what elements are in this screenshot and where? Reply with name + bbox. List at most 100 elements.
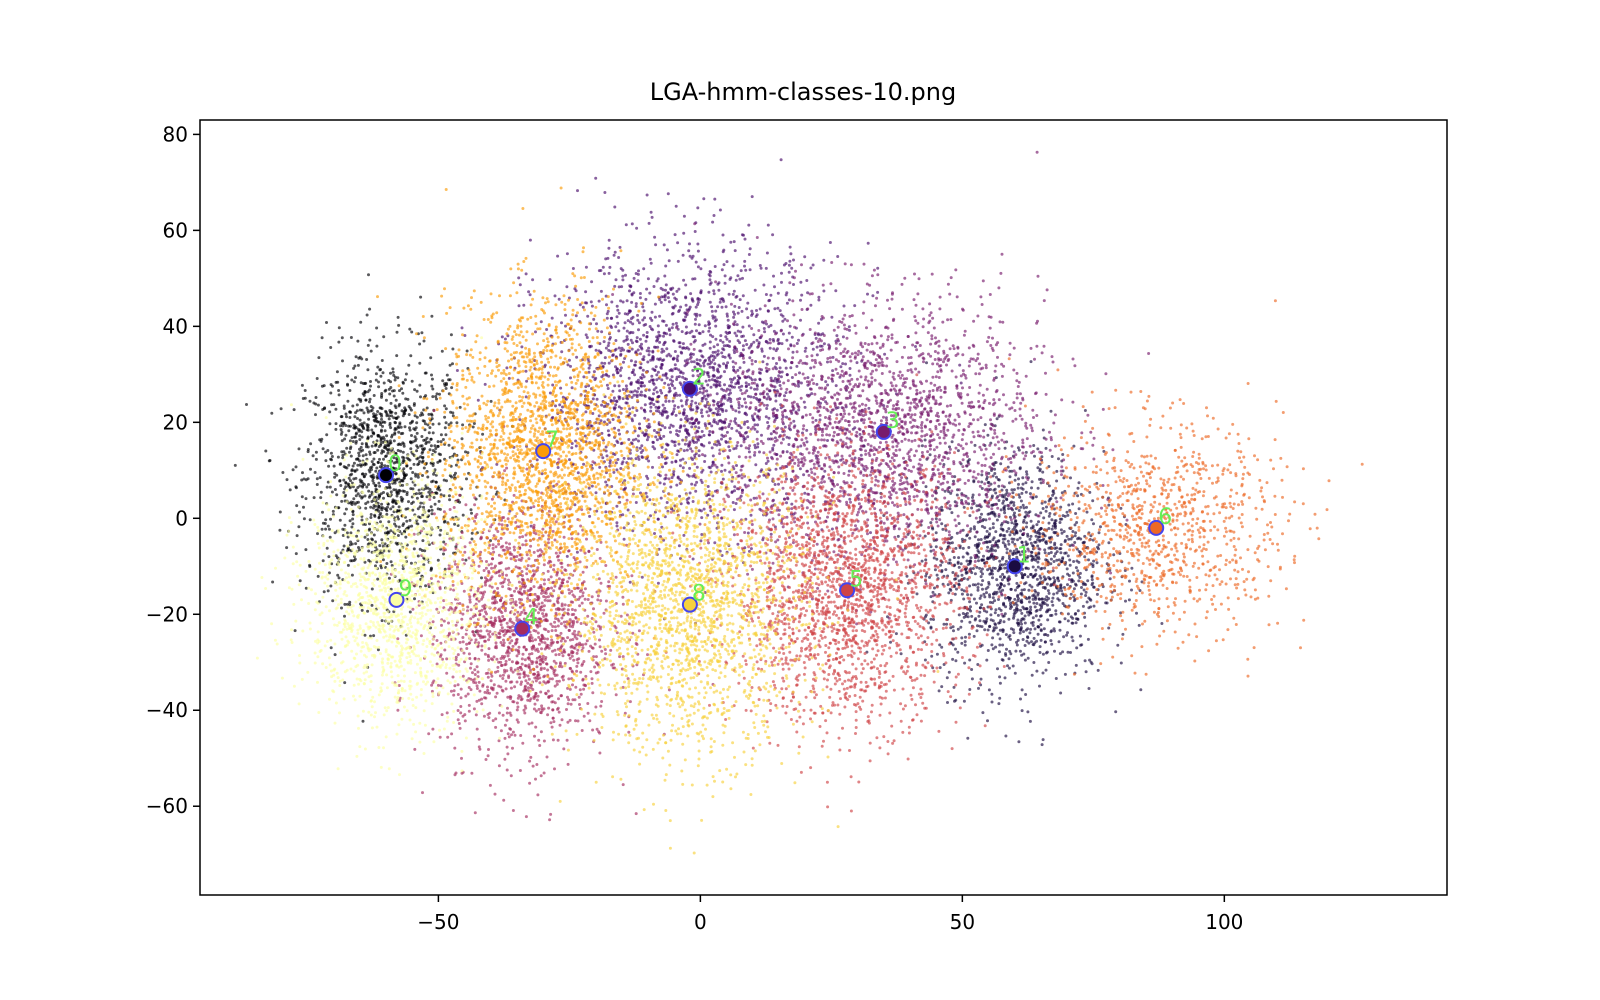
data-point: [398, 389, 401, 393]
data-point: [723, 383, 726, 387]
data-point: [524, 369, 528, 373]
data-point: [314, 457, 318, 461]
data-point: [995, 578, 999, 582]
data-point: [932, 556, 936, 560]
data-point: [408, 518, 412, 522]
data-point: [1008, 649, 1012, 653]
data-point: [507, 376, 511, 380]
data-point: [780, 280, 783, 284]
data-point: [985, 658, 989, 662]
data-point: [734, 278, 738, 282]
data-point: [585, 336, 589, 339]
data-point: [679, 383, 683, 387]
data-point: [731, 360, 735, 364]
data-point: [665, 347, 669, 351]
data-point: [975, 546, 979, 550]
data-point: [965, 611, 969, 615]
data-point: [640, 393, 644, 397]
data-point: [317, 356, 321, 360]
data-point: [633, 373, 637, 377]
data-point: [975, 504, 979, 508]
data-point: [664, 323, 668, 327]
data-point: [626, 397, 630, 401]
data-point: [652, 388, 656, 392]
data-point: [326, 480, 330, 484]
data-point: [418, 505, 422, 509]
data-point: [785, 450, 789, 454]
data-point: [805, 428, 809, 432]
data-point: [370, 460, 374, 464]
data-point: [1060, 517, 1064, 521]
data-point: [745, 307, 749, 311]
data-point: [607, 246, 611, 250]
data-point: [539, 320, 543, 324]
data-point: [410, 420, 414, 424]
data-point: [285, 546, 289, 550]
data-point: [1028, 583, 1032, 587]
data-point: [600, 361, 604, 365]
data-point: [663, 274, 667, 278]
data-point: [975, 542, 979, 546]
data-point: [1021, 638, 1025, 641]
data-point: [707, 433, 711, 437]
data-point: [976, 588, 980, 592]
data-point: [352, 426, 356, 430]
data-point: [320, 384, 324, 388]
data-point: [443, 426, 447, 430]
data-point: [1012, 631, 1016, 635]
data-point: [743, 397, 746, 401]
data-point: [814, 418, 818, 422]
data-point: [393, 375, 397, 379]
data-point: [377, 385, 381, 389]
data-point: [525, 379, 529, 383]
data-point: [1049, 557, 1053, 561]
data-point: [668, 333, 672, 337]
data-point: [722, 348, 726, 352]
data-point: [554, 404, 557, 408]
data-point: [440, 349, 444, 353]
data-point: [1002, 495, 1006, 499]
data-point: [367, 273, 370, 277]
data-point: [416, 507, 420, 511]
data-point: [362, 411, 366, 415]
data-point: [625, 335, 629, 339]
data-point: [986, 557, 989, 561]
data-point: [306, 448, 310, 451]
data-point: [930, 654, 934, 658]
data-point: [1139, 688, 1143, 692]
data-point: [1062, 635, 1066, 639]
data-point: [957, 522, 961, 525]
data-point: [729, 391, 732, 395]
data-point: [604, 372, 608, 376]
data-point: [453, 522, 457, 526]
data-point: [673, 233, 677, 237]
data-point: [931, 527, 935, 531]
data-point: [350, 542, 354, 546]
data-point: [451, 362, 454, 366]
data-point: [430, 377, 434, 381]
data-point: [1095, 592, 1099, 596]
data-point: [716, 513, 720, 517]
data-point: [1066, 554, 1070, 558]
data-point: [1047, 484, 1051, 488]
data-point: [935, 652, 939, 656]
data-point: [1030, 640, 1033, 644]
data-point: [427, 412, 431, 416]
data-point: [679, 370, 683, 374]
data-point: [998, 681, 1002, 685]
data-point: [665, 248, 669, 252]
data-point: [746, 316, 750, 320]
data-point: [726, 318, 730, 322]
data-point: [627, 457, 631, 460]
data-point: [716, 352, 720, 356]
data-point: [651, 328, 655, 332]
data-point: [366, 426, 370, 430]
data-point: [631, 438, 635, 442]
data-point: [998, 621, 1002, 625]
data-point: [990, 700, 994, 704]
data-point: [602, 340, 606, 344]
data-point: [1038, 574, 1042, 578]
data-point: [688, 242, 691, 246]
data-point: [351, 517, 355, 521]
data-point: [693, 335, 696, 339]
